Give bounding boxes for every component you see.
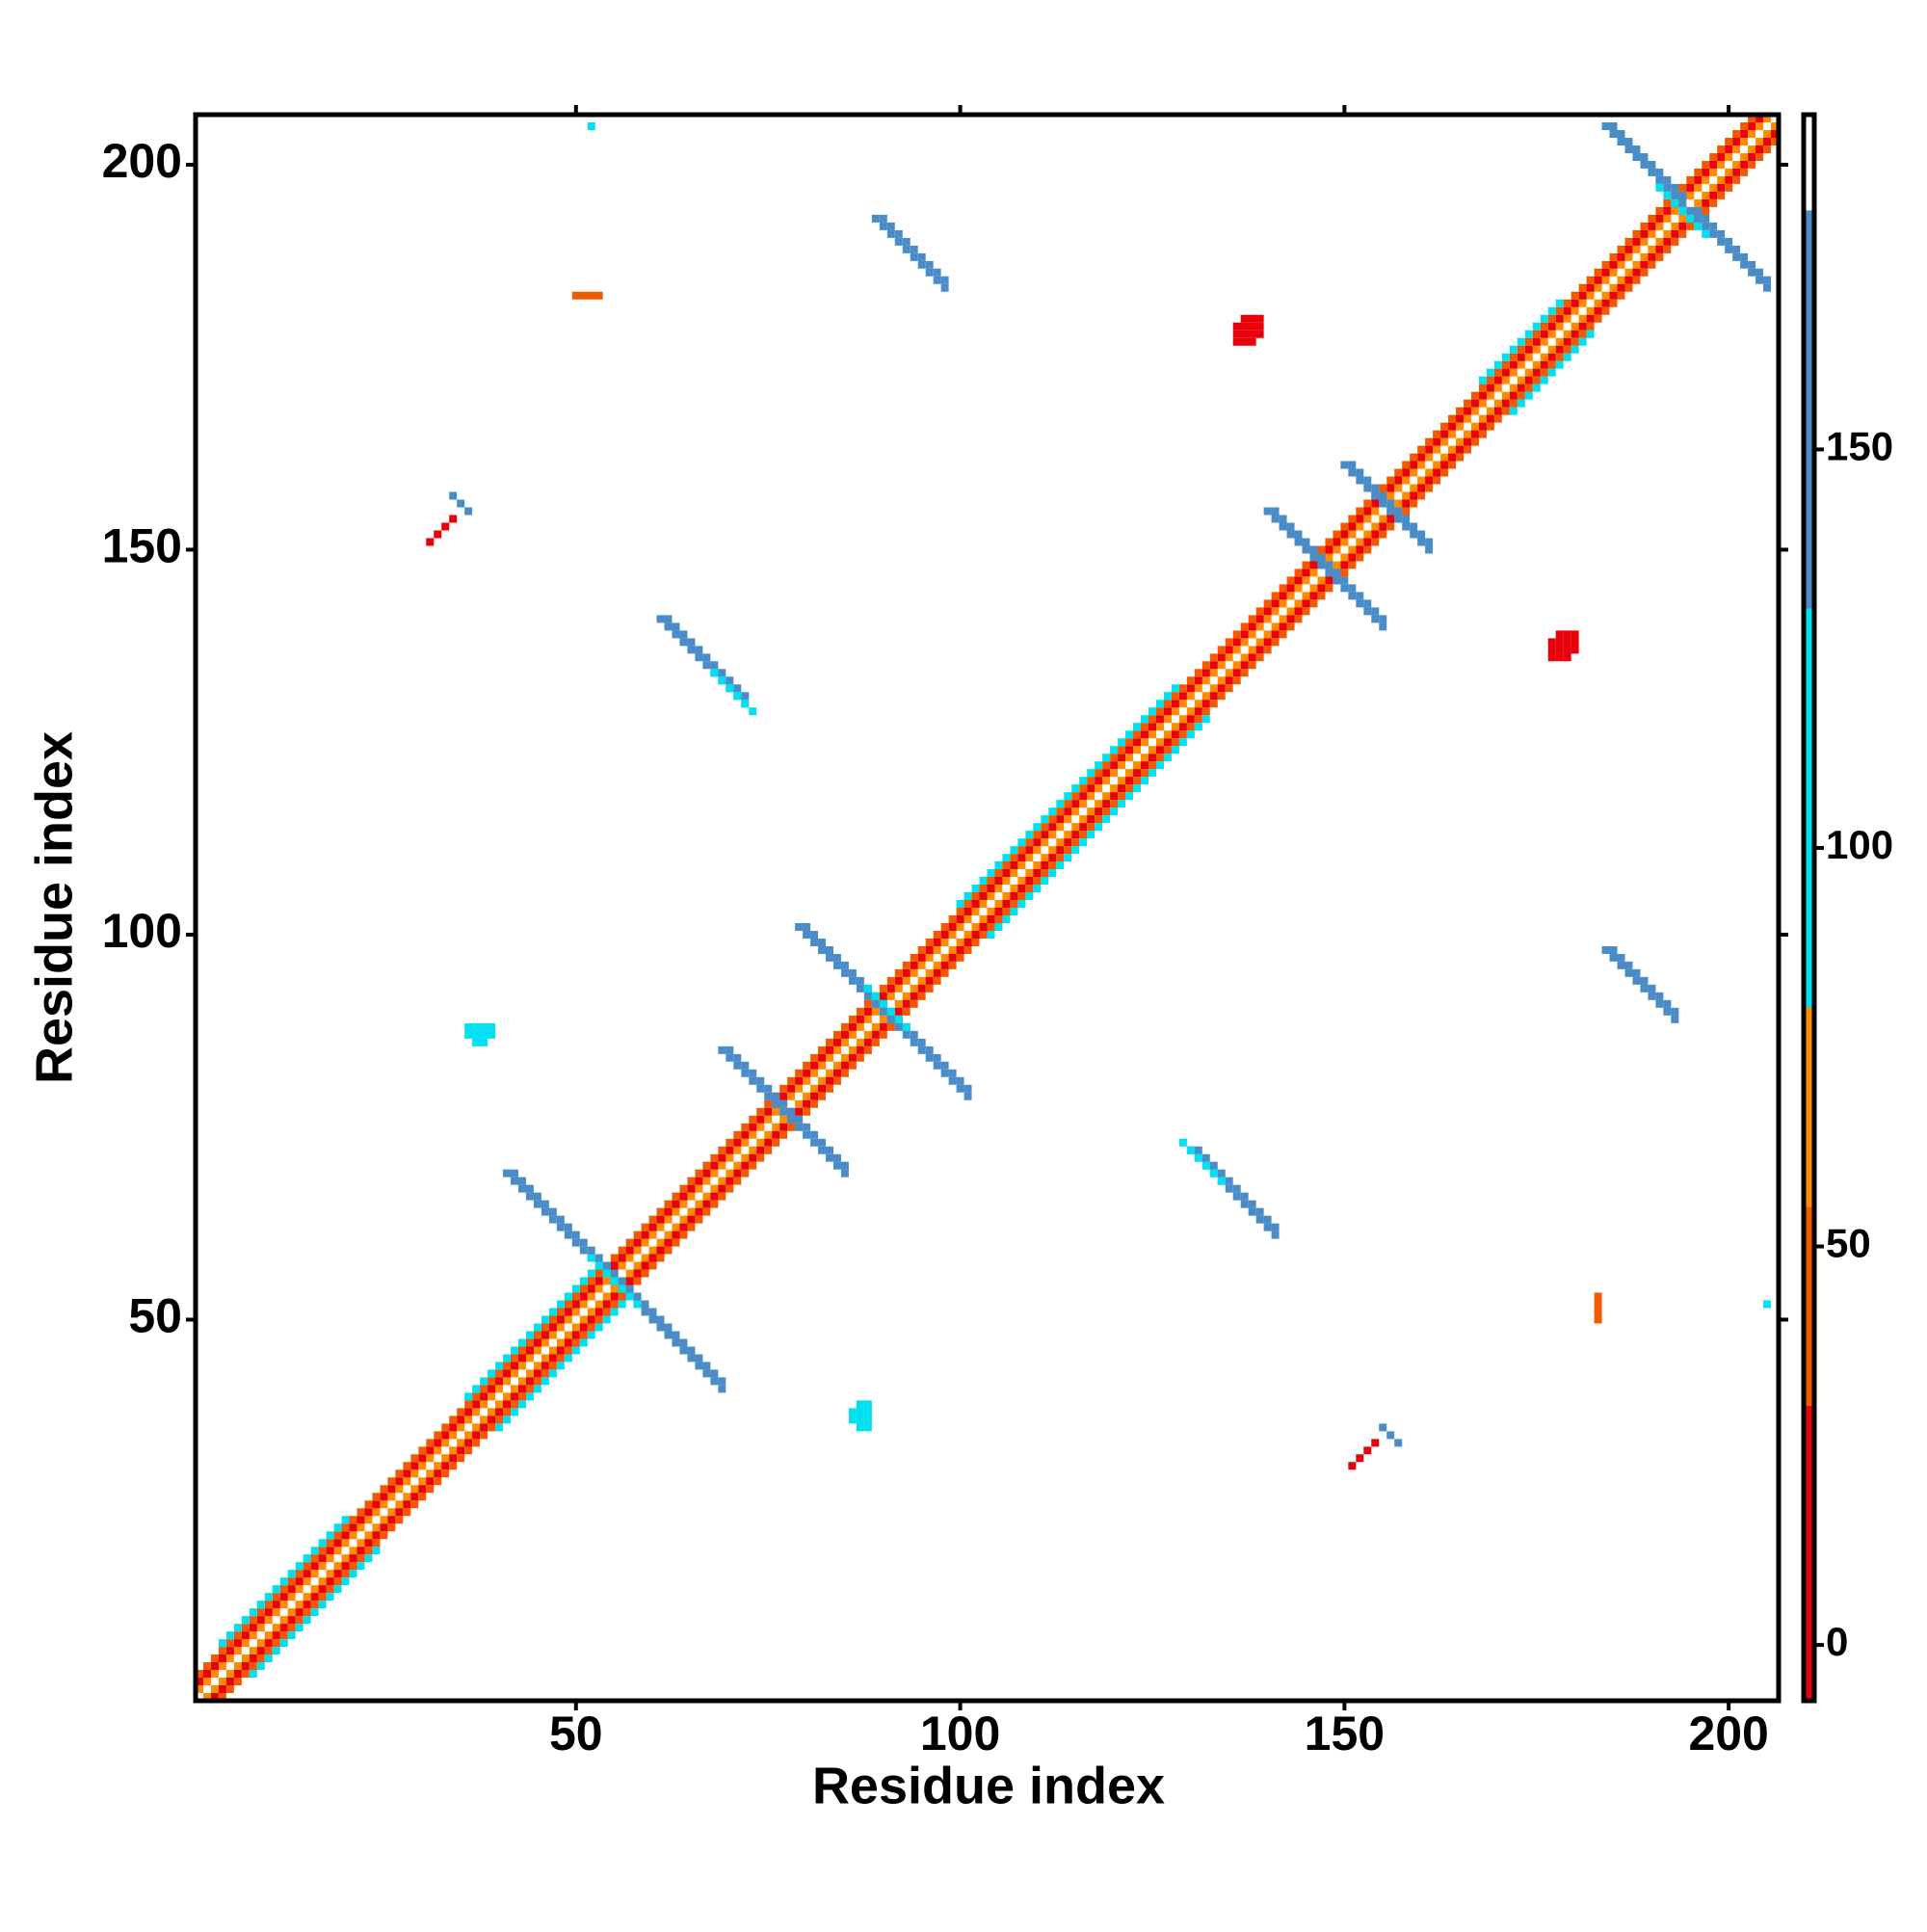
colorbar-band: [1804, 1007, 1814, 1207]
colorbar-tick-label: 150: [1826, 423, 1893, 468]
heatmap-cell-run: [1609, 121, 1772, 284]
y-axis-title: Residue index: [25, 731, 83, 1084]
colorbar-frame: [1801, 112, 1817, 1704]
plot-frame: [193, 112, 1782, 1704]
heatmap-cell-run: [1271, 507, 1387, 623]
heatmap-cell-run: [1232, 330, 1564, 662]
x-tick-label: 100: [920, 1707, 1000, 1760]
heatmap-cell-run: [1240, 314, 1579, 654]
heatmap-cell-run: [871, 214, 1679, 1023]
y-tick-label: 150: [102, 519, 182, 573]
heatmap-cell-run: [511, 1169, 726, 1386]
heatmap-cell-run: [196, 115, 1779, 1701]
heatmap-cell-run: [464, 1030, 864, 1432]
heatmap-cell-run: [587, 1254, 642, 1309]
y-tick-label: 50: [128, 1289, 182, 1343]
colorbar-tick-label: 0: [1826, 1619, 1848, 1664]
x-tick-label: 150: [1305, 1707, 1385, 1760]
heatmap-cell-run: [803, 922, 972, 1093]
x-tick-label: 200: [1688, 1707, 1768, 1760]
heatmap-cell-run: [1478, 299, 1595, 415]
heatmap-cell-run: [956, 684, 1210, 939]
heatmap-cell-run: [449, 491, 1403, 1447]
heatmap-cell-run: [464, 1269, 626, 1432]
heatmap-cell-run: [1655, 183, 1710, 238]
colorbar-tick-label: 50: [1826, 1221, 1871, 1266]
heatmap-cell-run: [718, 1045, 849, 1178]
heatmap-cell-run: [710, 669, 1226, 1185]
heatmap-cell-run: [472, 1038, 857, 1424]
heatmap-cell-run: [464, 1022, 872, 1432]
heatmap-cell-run: [726, 1045, 849, 1170]
heatmap-cell-run: [218, 1516, 381, 1679]
colorbar-band: [1804, 115, 1814, 211]
heatmap-cell-run: [795, 922, 972, 1100]
heatmap-cell-run: [426, 515, 1380, 1470]
heatmap-cell-run: [1348, 461, 1434, 546]
heatmap-cell-run: [196, 115, 1779, 1701]
y-tick-label: 100: [102, 904, 182, 958]
colorbar-band: [1804, 1206, 1814, 1406]
heatmap-cell-run: [1340, 461, 1434, 554]
y-tick-label: 200: [102, 134, 182, 188]
colorbar-band: [1804, 210, 1814, 609]
x-tick-label: 50: [549, 1707, 603, 1760]
x-axis-title: Residue index: [812, 1757, 1165, 1814]
colorbar-band: [1804, 1405, 1814, 1701]
heatmap-cell-run: [863, 984, 911, 1031]
heatmap-cells: [196, 115, 1779, 1701]
heatmap-cell-run: [196, 115, 1779, 1701]
colorbar-band: [1804, 608, 1814, 1008]
colorbar-tick-label: 100: [1826, 822, 1893, 867]
heatmap-cell-run: [1263, 507, 1387, 631]
